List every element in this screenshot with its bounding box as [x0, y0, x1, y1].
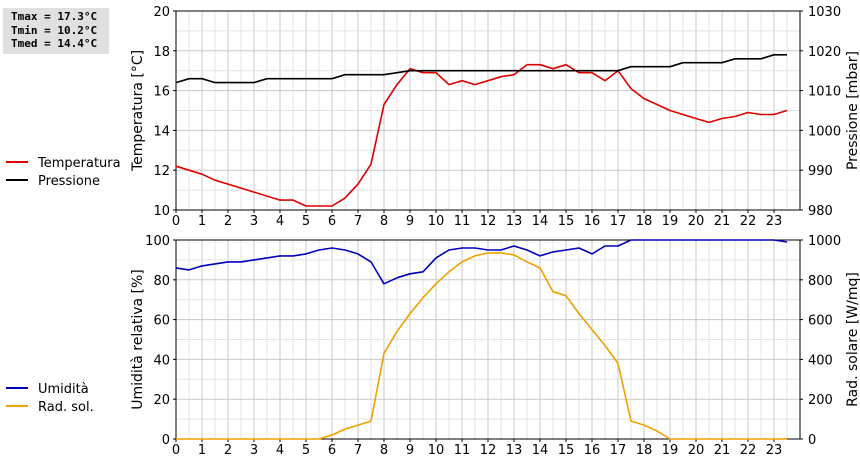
- lower-x-tick-label: 22: [740, 443, 757, 458]
- legend-label-pressione: Pressione: [38, 174, 100, 189]
- upper-left-tick-label: 10: [153, 204, 170, 219]
- lower-left-tick-label: 20: [153, 393, 170, 408]
- upper-right-tick-label: 990: [808, 164, 833, 179]
- legend-label-rad-sol: Rad. sol.: [38, 400, 94, 415]
- lower-right-tick-label: 400: [808, 353, 833, 368]
- upper-right-axis-title: Pressione [mbar]: [845, 51, 860, 170]
- upper-x-tick-label: 15: [558, 214, 575, 229]
- lower-x-tick-label: 6: [328, 443, 336, 458]
- tmax-stat: Tmax = 17.3°C: [11, 10, 98, 23]
- upper-x-tick-label: 5: [302, 214, 310, 229]
- lower-x-tick-label: 10: [428, 443, 445, 458]
- upper-x-tick-label: 0: [172, 214, 180, 229]
- upper-x-tick-label: 10: [428, 214, 445, 229]
- lower-x-tick-label: 2: [224, 443, 232, 458]
- lower-x-tick-label: 16: [584, 443, 601, 458]
- upper-x-tick-label: 13: [506, 214, 523, 229]
- lower-x-tick-label: 14: [532, 443, 549, 458]
- series-line-rad-sol: [176, 252, 787, 440]
- upper-x-tick-label: 20: [688, 214, 705, 229]
- lower-panel: 0 1 2 3 4 5 6 7 8 9 10 11 12 13 14 15 16 17 18 19 20 21 22 2302…: [6, 234, 860, 458]
- lower-x-tick-label: 15: [558, 443, 575, 458]
- lower-x-tick-label: 11: [454, 443, 471, 458]
- upper-x-tick-label: 22: [740, 214, 757, 229]
- lower-x-tick-label: 8: [380, 443, 388, 458]
- upper-left-tick-label: 18: [153, 45, 170, 60]
- upper-left-tick-label: 20: [153, 5, 170, 20]
- lower-left-axis-title: Umidità relativa [%]: [130, 269, 146, 410]
- upper-x-tick-label: 6: [328, 214, 336, 229]
- upper-right-tick-label: 1010: [808, 85, 841, 100]
- lower-x-tick-label: 9: [406, 443, 414, 458]
- upper-x-tick-label: 18: [636, 214, 653, 229]
- lower-x-tick-label: 13: [506, 443, 523, 458]
- upper-panel: 0 1 2 3 4 5 6 7 8 9 10 11 12 13 14 15 16 17 18 19 20 21 22 2310…: [6, 5, 860, 229]
- upper-x-tick-label: 16: [584, 214, 601, 229]
- upper-left-tick-label: 16: [153, 85, 170, 100]
- lower-left-tick-label: 80: [153, 274, 170, 289]
- lower-x-tick-label: 18: [636, 443, 653, 458]
- lower-x-tick-label: 1: [198, 443, 206, 458]
- legend-label-temperatura: Temperatura: [37, 156, 121, 171]
- lower-x-tick-label: 23: [766, 443, 783, 458]
- upper-left-tick-label: 14: [153, 124, 170, 139]
- upper-x-tick-label: 23: [766, 214, 783, 229]
- lower-right-tick-label: 200: [808, 393, 833, 408]
- lower-right-axis-title: Rad. solare [W/mq]: [845, 272, 860, 407]
- upper-x-tick-label: 8: [380, 214, 388, 229]
- upper-x-tick-label: 11: [454, 214, 471, 229]
- lower-right-tick-label: 0: [808, 433, 816, 448]
- tmin-stat: Tmin = 10.2°C: [11, 23, 98, 37]
- lower-x-tick-label: 19: [662, 443, 679, 458]
- tmed-stat: Tmed = 14.4°C: [11, 37, 98, 50]
- upper-x-tick-label: 19: [662, 214, 679, 229]
- upper-x-tick-label: 4: [276, 214, 284, 229]
- lower-x-tick-label: 17: [610, 443, 627, 458]
- series-line-temperatura: [175, 63, 788, 207]
- upper-x-tick-label: 1: [198, 214, 206, 229]
- lower-x-tick-label: 7: [354, 443, 362, 458]
- legend-label-umidit: Umidità: [38, 382, 89, 397]
- upper-x-tick-label: 9: [406, 214, 414, 229]
- lower-left-tick-label: 0: [162, 433, 170, 448]
- upper-x-tick-label: 17: [610, 214, 627, 229]
- lower-x-tick-label: 20: [688, 443, 705, 458]
- lower-x-tick-label: 3: [250, 443, 258, 458]
- upper-x-tick-label: 12: [480, 214, 497, 229]
- upper-right-tick-label: 1000: [808, 124, 841, 139]
- lower-x-tick-label: 4: [276, 443, 284, 458]
- upper-left-tick-label: 12: [153, 164, 170, 179]
- lower-left-tick-label: 40: [153, 353, 170, 368]
- upper-x-tick-label: 21: [714, 214, 731, 229]
- lower-x-tick-label: 21: [714, 443, 731, 458]
- lower-right-tick-label: 600: [808, 314, 833, 329]
- upper-x-tick-label: 7: [354, 214, 362, 229]
- series-line-pressione: [175, 53, 787, 84]
- upper-x-tick-label: 2: [224, 214, 232, 229]
- upper-left-axis-title: Temperatura [°C]: [130, 50, 146, 172]
- lower-left-tick-label: 60: [153, 314, 170, 329]
- upper-x-tick-label: 14: [532, 214, 549, 229]
- lower-x-tick-label: 0: [172, 443, 180, 458]
- series-line-umidit: [175, 239, 788, 285]
- upper-x-tick-label: 3: [250, 214, 258, 229]
- upper-right-tick-label: 980: [808, 204, 833, 219]
- upper-right-tick-label: 1030: [808, 5, 841, 20]
- lower-x-tick-label: 5: [302, 443, 310, 458]
- lower-right-tick-label: 1000: [808, 234, 841, 249]
- upper-right-tick-label: 1020: [808, 45, 841, 60]
- lower-left-tick-label: 100: [145, 234, 170, 249]
- lower-x-tick-label: 12: [480, 443, 497, 458]
- temperature-stats-box: Tmax = 17.3°C Tmin = 10.2°C Tmed = 14.4°…: [3, 8, 109, 54]
- lower-right-tick-label: 800: [808, 274, 833, 289]
